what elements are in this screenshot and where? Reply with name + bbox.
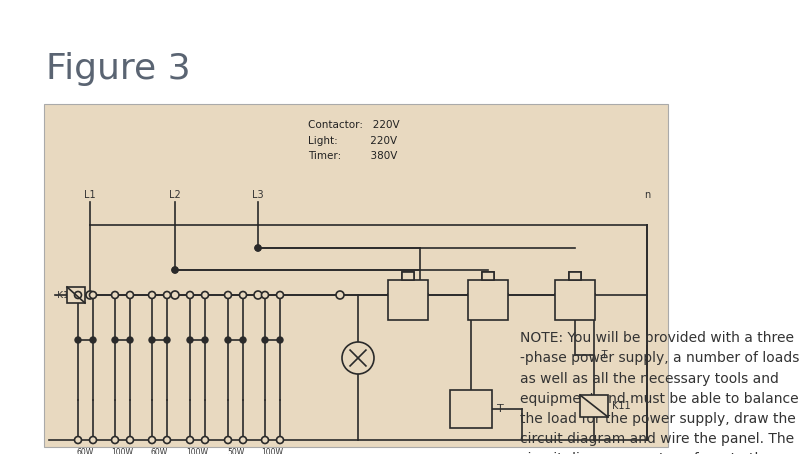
Text: -T: -T	[600, 350, 609, 360]
Bar	[44, 104, 668, 447]
Circle shape	[86, 291, 94, 299]
Text: 100W: 100W	[186, 448, 209, 454]
Circle shape	[89, 291, 97, 298]
Circle shape	[571, 291, 579, 299]
Circle shape	[254, 291, 262, 299]
Circle shape	[164, 337, 170, 343]
Circle shape	[127, 436, 134, 444]
Circle shape	[202, 436, 209, 444]
Text: Contactor:   220V
Light:          220V
Timer:         380V: Contactor: 220V Light: 220V Timer: 380V	[308, 120, 400, 161]
Text: -K11: -K11	[55, 291, 76, 300]
Circle shape	[277, 337, 283, 343]
Circle shape	[111, 291, 118, 298]
Bar	[450, 390, 492, 428]
Bar	[482, 272, 494, 280]
Circle shape	[225, 291, 231, 298]
Circle shape	[148, 291, 156, 298]
Text: Figure 3: Figure 3	[46, 52, 191, 86]
Text: 100W: 100W	[261, 448, 284, 454]
Text: L2: L2	[169, 190, 181, 200]
Circle shape	[74, 436, 81, 444]
Text: 60W: 60W	[151, 448, 168, 454]
Text: I >: I >	[570, 297, 580, 306]
Bar	[67, 287, 85, 303]
Circle shape	[202, 337, 208, 343]
Circle shape	[262, 337, 268, 343]
Bar	[402, 272, 414, 280]
Bar	[468, 280, 508, 320]
Bar	[555, 280, 595, 320]
Circle shape	[239, 436, 247, 444]
Circle shape	[239, 291, 247, 298]
Bar	[388, 280, 428, 320]
Circle shape	[186, 436, 193, 444]
Circle shape	[240, 337, 246, 343]
Circle shape	[164, 436, 171, 444]
Text: NOTE: You will be provided with a three
-phase power supply, a number of loads
a: NOTE: You will be provided with a three …	[520, 331, 800, 454]
Text: 60W: 60W	[77, 448, 94, 454]
Circle shape	[172, 267, 178, 273]
Circle shape	[149, 337, 155, 343]
Circle shape	[336, 291, 344, 299]
Bar	[402, 272, 414, 280]
Circle shape	[225, 436, 231, 444]
Text: n: n	[644, 190, 650, 200]
Circle shape	[276, 436, 284, 444]
Circle shape	[261, 436, 268, 444]
Circle shape	[484, 291, 492, 299]
Circle shape	[171, 291, 179, 299]
Text: 50W: 50W	[226, 448, 244, 454]
Circle shape	[202, 291, 209, 298]
Bar	[569, 272, 581, 280]
Circle shape	[404, 291, 412, 299]
Bar	[580, 395, 608, 417]
Circle shape	[261, 291, 268, 298]
Circle shape	[74, 291, 81, 298]
Circle shape	[90, 337, 96, 343]
Circle shape	[186, 291, 193, 298]
Text: 100W: 100W	[111, 448, 134, 454]
Circle shape	[148, 436, 156, 444]
Text: T: T	[497, 404, 504, 414]
Circle shape	[127, 337, 133, 343]
Circle shape	[75, 337, 81, 343]
Text: L1: L1	[84, 190, 96, 200]
Circle shape	[187, 337, 193, 343]
Circle shape	[164, 291, 171, 298]
Circle shape	[172, 267, 178, 273]
Circle shape	[276, 291, 284, 298]
Circle shape	[255, 245, 261, 251]
Circle shape	[225, 337, 231, 343]
Text: I >: I >	[402, 297, 413, 306]
Text: x: x	[464, 406, 468, 412]
Text: K11: K11	[612, 401, 630, 411]
Circle shape	[342, 342, 374, 374]
Circle shape	[89, 436, 97, 444]
Text: L3: L3	[252, 190, 264, 200]
Circle shape	[255, 245, 261, 251]
Circle shape	[112, 337, 118, 343]
Text: I >: I >	[483, 297, 493, 306]
Bar	[482, 272, 494, 280]
Circle shape	[111, 436, 118, 444]
Bar	[569, 272, 581, 280]
Circle shape	[127, 291, 134, 298]
